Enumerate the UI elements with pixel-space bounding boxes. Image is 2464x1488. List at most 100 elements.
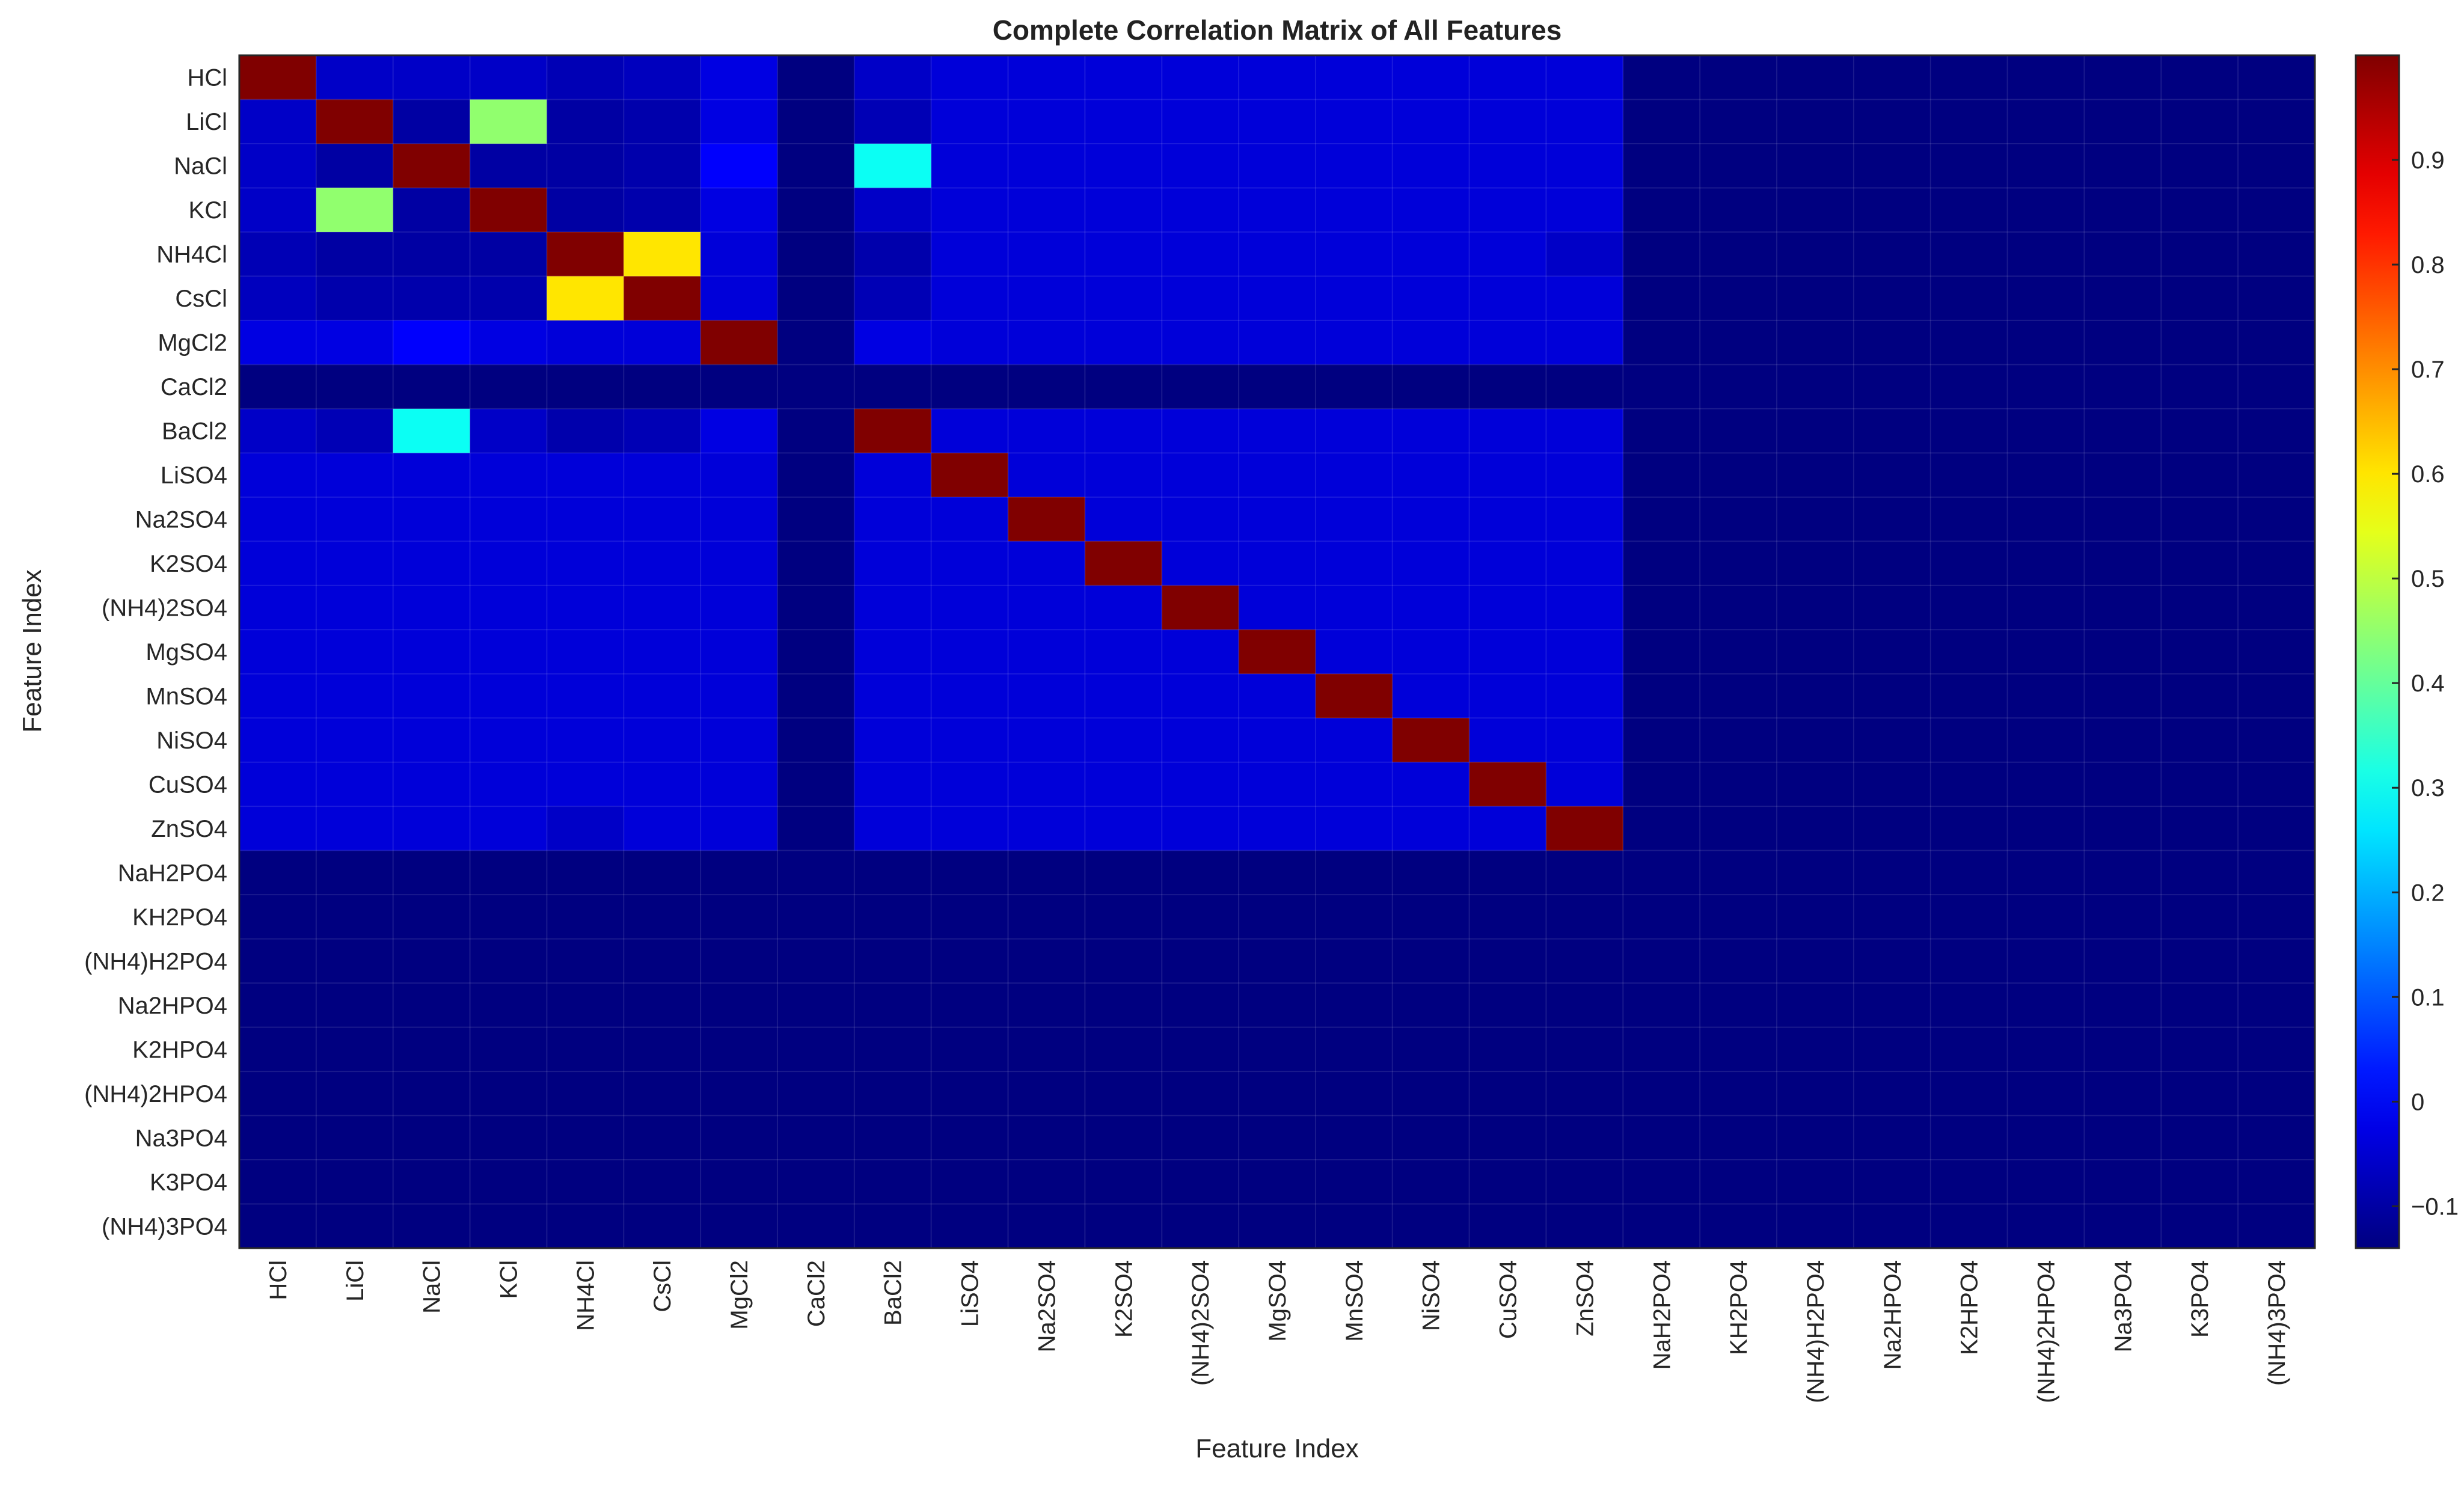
colorbar-tick-label: 0.2 bbox=[2411, 880, 2445, 906]
colorbar-tick-label: 0.3 bbox=[2411, 775, 2445, 801]
heatmap-cell bbox=[624, 895, 701, 940]
heatmap-cell bbox=[1853, 143, 1931, 189]
heatmap-cell bbox=[239, 99, 317, 144]
heatmap-cell bbox=[2084, 1160, 2162, 1205]
heatmap-cell bbox=[1930, 188, 2008, 233]
heatmap-cell bbox=[1469, 364, 1547, 409]
heatmap-cell bbox=[1700, 55, 1777, 100]
y-tick-label: CuSO4 bbox=[149, 771, 227, 798]
heatmap-cell bbox=[1469, 983, 1547, 1028]
heatmap-cell bbox=[1930, 320, 2008, 365]
heatmap-cell bbox=[1700, 850, 1777, 895]
heatmap-cell bbox=[2007, 497, 2085, 542]
heatmap-cell bbox=[1469, 1071, 1547, 1116]
heatmap-cell bbox=[1546, 983, 1623, 1028]
heatmap-cell bbox=[1469, 408, 1547, 453]
heatmap-cell bbox=[470, 276, 548, 321]
heatmap-cell bbox=[2238, 673, 2315, 718]
y-tick-labels: HCl LiCl NaCl KCl NH4Cl CsCl MgCl2 CaCl2 BaCl2 Li… bbox=[84, 65, 227, 1240]
heatmap-cell bbox=[2161, 850, 2239, 895]
heatmap-cell bbox=[2161, 276, 2239, 321]
heatmap-cell bbox=[1777, 453, 1854, 498]
heatmap-cell bbox=[1623, 762, 1700, 807]
heatmap-cell bbox=[1085, 585, 1162, 630]
heatmap-cell bbox=[1008, 938, 1085, 984]
heatmap-cell bbox=[1777, 762, 1854, 807]
heatmap-cell bbox=[316, 1160, 394, 1205]
x-tick-label: LiSO4 bbox=[957, 1260, 984, 1327]
heatmap-cell bbox=[624, 408, 701, 453]
heatmap-cell bbox=[1162, 453, 1239, 498]
heatmap-cell bbox=[1162, 1204, 1239, 1249]
heatmap-cell bbox=[316, 983, 394, 1028]
heatmap-cell bbox=[624, 1115, 701, 1160]
heatmap-cell bbox=[1700, 541, 1777, 586]
heatmap-cell bbox=[2084, 55, 2162, 100]
heatmap-cell bbox=[931, 585, 1009, 630]
heatmap-cell bbox=[2161, 408, 2239, 453]
heatmap-cell bbox=[1008, 1204, 1085, 1249]
heatmap-cell bbox=[1392, 55, 1470, 100]
x-tick-label: (NH4)2HPO4 bbox=[2033, 1260, 2060, 1403]
heatmap-cell bbox=[393, 453, 471, 498]
heatmap-cell bbox=[700, 364, 778, 409]
heatmap-cell bbox=[1623, 1027, 1700, 1072]
heatmap-cell bbox=[624, 143, 701, 189]
y-tick-label: Na3PO4 bbox=[135, 1125, 227, 1151]
heatmap-cell bbox=[1930, 629, 2008, 675]
heatmap-cell bbox=[1777, 718, 1854, 763]
heatmap-cell bbox=[1623, 453, 1700, 498]
heatmap-cell bbox=[1546, 1204, 1623, 1249]
heatmap-cell bbox=[1777, 55, 1854, 100]
heatmap-cell bbox=[1546, 99, 1623, 144]
heatmap-cell bbox=[1930, 497, 2008, 542]
heatmap-cell bbox=[393, 718, 471, 763]
heatmap-cell bbox=[1008, 55, 1085, 100]
heatmap-cell bbox=[393, 99, 471, 144]
heatmap-cell bbox=[2161, 585, 2239, 630]
heatmap-cell bbox=[393, 408, 471, 453]
heatmap-cell bbox=[316, 1071, 394, 1116]
heatmap-cell bbox=[1777, 806, 1854, 851]
heatmap-cell bbox=[547, 1115, 624, 1160]
heatmap-cell bbox=[1853, 983, 1931, 1028]
y-tick-label: (NH4)2HPO4 bbox=[84, 1081, 227, 1107]
heatmap-cell bbox=[1085, 99, 1162, 144]
heatmap-cell bbox=[2238, 541, 2315, 586]
heatmap-cell bbox=[393, 541, 471, 586]
heatmap-cell bbox=[700, 673, 778, 718]
heatmap-cell bbox=[470, 55, 548, 100]
heatmap-cell bbox=[1777, 983, 1854, 1028]
heatmap-cell bbox=[239, 1160, 317, 1205]
heatmap-cell bbox=[700, 1204, 778, 1249]
heatmap-cell bbox=[239, 188, 317, 233]
x-tick-label: K2HPO4 bbox=[1957, 1260, 1983, 1355]
heatmap-cell bbox=[1162, 1071, 1239, 1116]
heatmap-cell bbox=[777, 541, 855, 586]
heatmap-cell bbox=[239, 850, 317, 895]
heatmap-cell bbox=[393, 276, 471, 321]
heatmap-cell bbox=[1623, 497, 1700, 542]
heatmap-cell bbox=[1008, 806, 1085, 851]
heatmap-cell bbox=[2007, 1071, 2085, 1116]
heatmap-cell bbox=[2238, 1160, 2315, 1205]
heatmap-cell bbox=[1853, 673, 1931, 718]
y-tick-label: KH2PO4 bbox=[132, 904, 227, 931]
heatmap-cell bbox=[777, 408, 855, 453]
heatmap-cell bbox=[1162, 585, 1239, 630]
heatmap-cell bbox=[239, 143, 317, 189]
heatmap-cell bbox=[470, 188, 548, 233]
heatmap-cell bbox=[1162, 895, 1239, 940]
heatmap-cell bbox=[1700, 1115, 1777, 1160]
heatmap-cell bbox=[2007, 585, 2085, 630]
x-tick-label: CsCl bbox=[649, 1260, 676, 1312]
heatmap-cell bbox=[2238, 806, 2315, 851]
heatmap-cell bbox=[393, 1204, 471, 1249]
heatmap-cell bbox=[1546, 1027, 1623, 1072]
heatmap-cell bbox=[1239, 188, 1316, 233]
heatmap-cell bbox=[931, 718, 1009, 763]
heatmap-cell bbox=[624, 629, 701, 675]
heatmap-cell bbox=[547, 453, 624, 498]
heatmap-cell bbox=[2161, 806, 2239, 851]
heatmap-cell bbox=[1162, 188, 1239, 233]
